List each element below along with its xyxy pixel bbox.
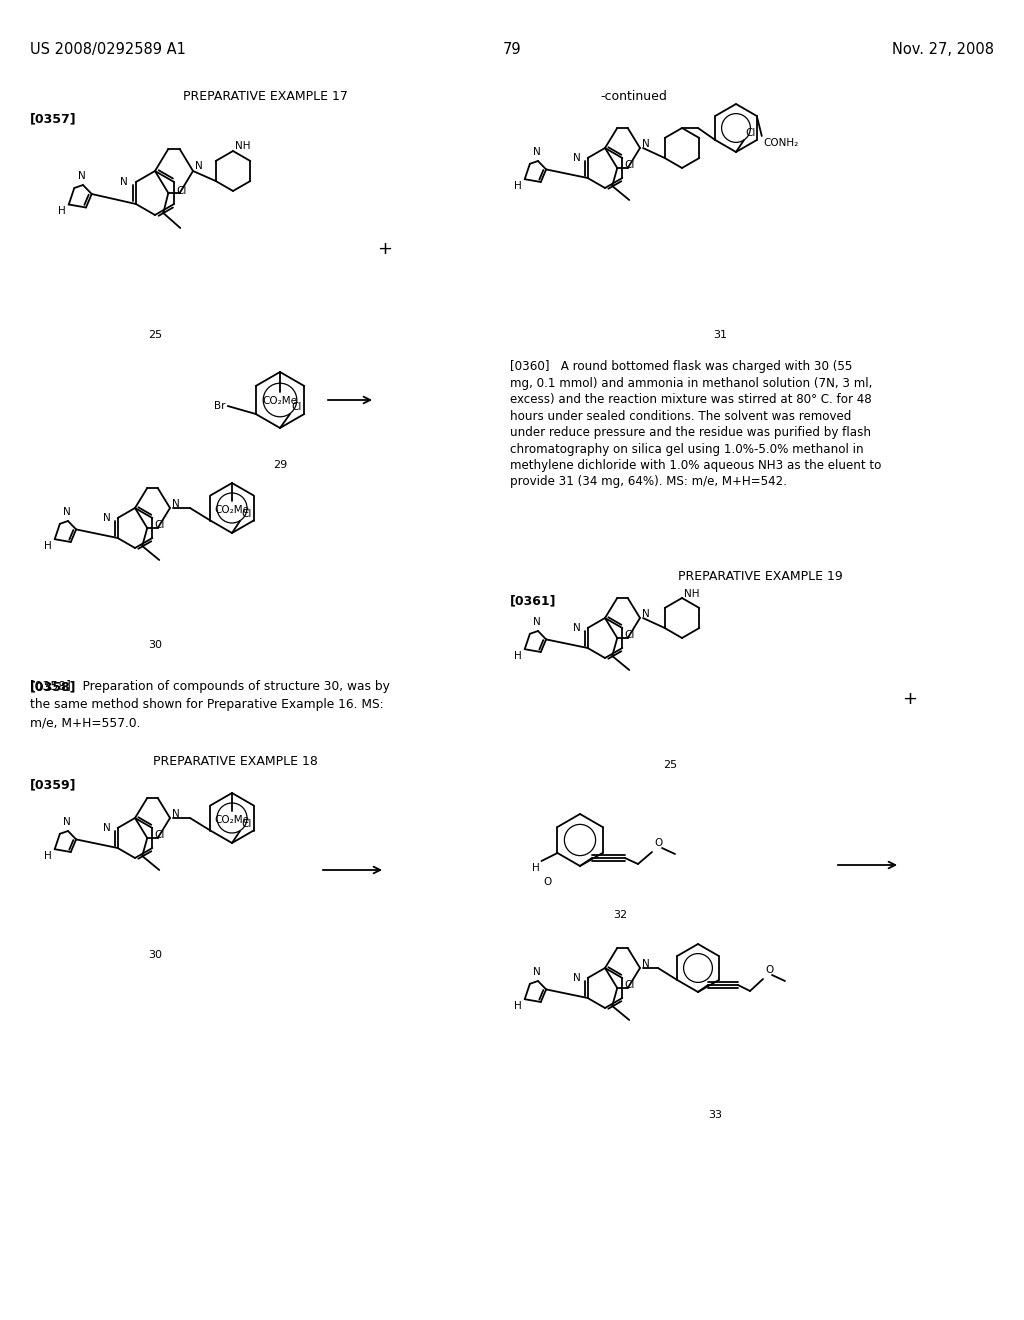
Text: the same method shown for Preparative Example 16. MS:: the same method shown for Preparative Ex… xyxy=(30,698,384,711)
Text: N: N xyxy=(534,616,541,627)
Text: N: N xyxy=(172,499,180,510)
Text: [0358]: [0358] xyxy=(30,680,77,693)
Text: N: N xyxy=(78,172,86,181)
Text: Cl: Cl xyxy=(625,979,635,990)
Text: O: O xyxy=(765,965,773,975)
Text: N: N xyxy=(642,139,650,149)
Text: N: N xyxy=(642,960,650,969)
Text: CO₂Me: CO₂Me xyxy=(262,396,298,407)
Text: N: N xyxy=(642,609,650,619)
Text: N: N xyxy=(573,623,581,634)
Text: Cl: Cl xyxy=(625,630,635,640)
Text: H: H xyxy=(44,851,51,861)
Text: 29: 29 xyxy=(272,459,287,470)
Text: excess) and the reaction mixture was stirred at 80° C. for 48: excess) and the reaction mixture was sti… xyxy=(510,393,871,407)
Text: N: N xyxy=(63,817,71,828)
Text: PREPARATIVE EXAMPLE 17: PREPARATIVE EXAMPLE 17 xyxy=(182,90,347,103)
Text: hours under sealed conditions. The solvent was removed: hours under sealed conditions. The solve… xyxy=(510,409,851,422)
Text: 31: 31 xyxy=(713,330,727,341)
Text: H: H xyxy=(514,181,521,191)
Text: [0361]: [0361] xyxy=(510,594,556,607)
Text: Cl: Cl xyxy=(155,520,165,531)
Text: under reduce pressure and the residue was purified by flash: under reduce pressure and the residue wa… xyxy=(510,426,871,440)
Text: [0357]: [0357] xyxy=(30,112,77,125)
Text: chromatography on silica gel using 1.0%-5.0% methanol in: chromatography on silica gel using 1.0%-… xyxy=(510,442,863,455)
Text: H: H xyxy=(531,863,540,873)
Text: Cl: Cl xyxy=(241,510,251,519)
Text: Cl: Cl xyxy=(745,128,756,139)
Text: Nov. 27, 2008: Nov. 27, 2008 xyxy=(892,42,994,57)
Text: US 2008/0292589 A1: US 2008/0292589 A1 xyxy=(30,42,186,57)
Text: N: N xyxy=(63,507,71,517)
Text: m/e, M+H=557.0.: m/e, M+H=557.0. xyxy=(30,715,140,729)
Text: Cl: Cl xyxy=(291,403,301,412)
Text: methylene dichloride with 1.0% aqueous NH3 as the eluent to: methylene dichloride with 1.0% aqueous N… xyxy=(510,459,882,473)
Text: CONH₂: CONH₂ xyxy=(764,139,799,148)
Text: H: H xyxy=(514,651,521,661)
Text: O: O xyxy=(544,876,552,887)
Text: mg, 0.1 mmol) and ammonia in methanol solution (7N, 3 ml,: mg, 0.1 mmol) and ammonia in methanol so… xyxy=(510,376,872,389)
Text: [0358]   Preparation of compounds of structure 30, was by: [0358] Preparation of compounds of struc… xyxy=(30,680,390,693)
Text: Cl: Cl xyxy=(176,186,186,195)
Text: N: N xyxy=(172,809,180,818)
Text: 32: 32 xyxy=(613,909,627,920)
Text: 25: 25 xyxy=(147,330,162,341)
Text: CO₂Me: CO₂Me xyxy=(214,506,250,515)
Text: PREPARATIVE EXAMPLE 19: PREPARATIVE EXAMPLE 19 xyxy=(678,570,843,583)
Text: 33: 33 xyxy=(708,1110,722,1119)
Text: Cl: Cl xyxy=(241,818,251,829)
Text: Cl: Cl xyxy=(155,830,165,840)
Text: [0360]   A round bottomed flask was charged with 30 (55: [0360] A round bottomed flask was charge… xyxy=(510,360,852,374)
Text: [0359]: [0359] xyxy=(30,777,77,791)
Text: 25: 25 xyxy=(663,760,677,770)
Text: provide 31 (34 mg, 64%). MS: m/e, M+H=542.: provide 31 (34 mg, 64%). MS: m/e, M+H=54… xyxy=(510,475,787,488)
Text: N: N xyxy=(534,147,541,157)
Text: N: N xyxy=(103,513,111,523)
Text: 79: 79 xyxy=(503,42,521,57)
Text: H: H xyxy=(58,206,66,216)
Text: CO₂Me: CO₂Me xyxy=(214,814,250,825)
Text: 30: 30 xyxy=(148,950,162,960)
Text: O: O xyxy=(654,838,663,847)
Text: Cl: Cl xyxy=(625,160,635,170)
Text: N: N xyxy=(195,161,203,172)
Text: PREPARATIVE EXAMPLE 18: PREPARATIVE EXAMPLE 18 xyxy=(153,755,317,768)
Text: H: H xyxy=(514,1001,521,1011)
Text: N: N xyxy=(120,177,128,187)
Text: N: N xyxy=(573,153,581,162)
Text: NH: NH xyxy=(684,589,699,599)
Text: N: N xyxy=(103,822,111,833)
Text: N: N xyxy=(534,968,541,977)
Text: +: + xyxy=(378,240,392,257)
Text: H: H xyxy=(44,541,51,552)
Text: NH: NH xyxy=(234,141,251,150)
Text: +: + xyxy=(902,690,918,708)
Text: 30: 30 xyxy=(148,640,162,649)
Text: N: N xyxy=(573,973,581,983)
Text: -continued: -continued xyxy=(600,90,667,103)
Text: Br: Br xyxy=(214,401,225,411)
